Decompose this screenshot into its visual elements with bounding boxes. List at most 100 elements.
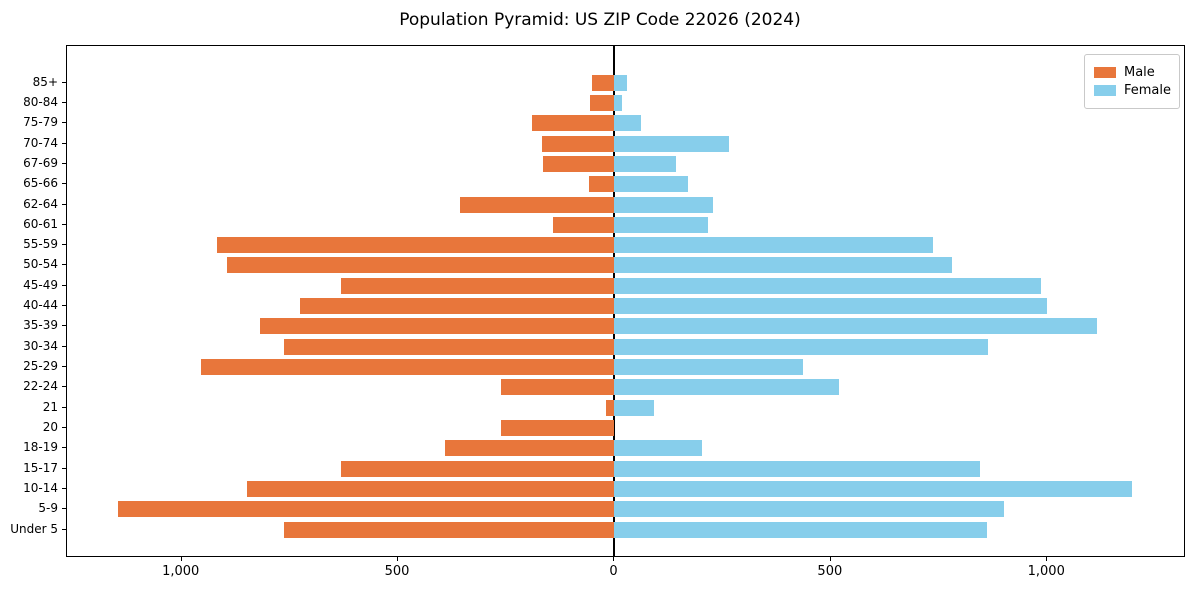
y-tick-label-Under 5: Under 5: [10, 521, 58, 536]
y-tick-label-20: 20: [42, 419, 58, 434]
female-bar-22-24: [614, 379, 839, 396]
female-bar-50-54: [614, 257, 953, 274]
female-bar-55-59: [614, 237, 934, 254]
y-tick-label-85+: 85+: [32, 74, 58, 89]
female-bar-45-49: [614, 277, 1041, 294]
y-tick-label-5-9: 5-9: [38, 501, 58, 516]
y-tick-mark-18-19: [62, 447, 66, 449]
y-tick-label-35-39: 35-39: [23, 318, 58, 333]
y-tick-label-30-34: 30-34: [23, 338, 58, 353]
y-tick-mark-75-79: [62, 122, 66, 124]
y-tick-mark-20: [62, 426, 66, 428]
y-tick-mark-5-9: [62, 508, 66, 510]
y-tick-mark-50-54: [62, 264, 66, 266]
male-bar-65-66: [589, 176, 615, 193]
male-bar-75-79: [532, 115, 615, 132]
x-tick-mark-500: [397, 557, 399, 561]
y-tick-mark-15-17: [62, 467, 66, 469]
legend-label-male: Male: [1124, 65, 1155, 80]
male-bar-25-29: [200, 359, 615, 376]
male-bar-50-54: [226, 257, 615, 274]
y-tick-mark-40-44: [62, 305, 66, 307]
female-bar-21: [614, 399, 655, 416]
y-tick-label-10-14: 10-14: [23, 480, 58, 495]
chart-title: Population Pyramid: US ZIP Code 22026 (2…: [399, 10, 801, 30]
female-bar-15-17: [614, 460, 981, 477]
female-bar-30-34: [614, 338, 988, 355]
y-tick-mark-21: [62, 406, 66, 408]
y-tick-mark-55-59: [62, 244, 66, 246]
female-bar-70-74: [614, 135, 730, 152]
y-tick-label-50-54: 50-54: [23, 257, 58, 272]
legend: Male Female: [1084, 54, 1180, 109]
x-tick-label-1,000: 1,000: [1027, 564, 1065, 579]
male-bar-5-9: [118, 501, 615, 518]
y-tick-label-67-69: 67-69: [23, 155, 58, 170]
female-bar-60-61: [614, 216, 709, 233]
y-tick-label-80-84: 80-84: [23, 95, 58, 109]
y-tick-label-55-59: 55-59: [23, 237, 58, 252]
y-tick-label-21: 21: [42, 399, 58, 414]
x-tick-label-500: 500: [817, 564, 843, 579]
male-bar-10-14: [246, 480, 615, 497]
legend-entry-male: Male: [1094, 65, 1169, 80]
male-bar-30-34: [284, 338, 615, 355]
female-bar-80-84: [614, 95, 623, 111]
female-bar-40-44: [614, 298, 1048, 315]
male-bar-21: [606, 399, 615, 416]
female-bar-Under 5: [614, 521, 987, 538]
y-tick-mark-70-74: [62, 142, 66, 144]
female-bar-18-19: [614, 440, 703, 457]
female-bar-62-64: [614, 196, 714, 213]
y-tick-label-15-17: 15-17: [23, 460, 58, 475]
y-tick-label-70-74: 70-74: [23, 135, 58, 150]
x-tick-mark-0: [613, 557, 615, 561]
male-bar-60-61: [553, 216, 615, 233]
female-bar-67-69: [614, 155, 676, 172]
x-tick-mark-1,000: [180, 557, 182, 561]
y-tick-label-45-49: 45-49: [23, 277, 58, 292]
female-bar-75-79: [614, 115, 642, 132]
y-tick-label-60-61: 60-61: [23, 216, 58, 231]
y-tick-label-40-44: 40-44: [23, 298, 58, 313]
y-tick-mark-22-24: [62, 386, 66, 388]
legend-entry-female: Female: [1094, 83, 1172, 98]
plot-area: Male Female: [66, 45, 1185, 557]
male-bar-20: [500, 419, 615, 436]
y-tick-mark-62-64: [62, 203, 66, 205]
female-bar-5-9: [614, 501, 1005, 518]
male-bar-55-59: [216, 237, 615, 254]
y-tick-mark-25-29: [62, 366, 66, 368]
y-tick-mark-65-66: [62, 183, 66, 185]
legend-label-female: Female: [1124, 83, 1172, 98]
y-tick-mark-45-49: [62, 284, 66, 286]
male-bar-22-24: [500, 379, 615, 396]
female-bar-65-66: [614, 176, 689, 193]
male-bar-85+: [591, 74, 615, 91]
y-tick-mark-80-84: [62, 102, 66, 103]
y-tick-label-75-79: 75-79: [23, 115, 58, 130]
male-bar-62-64: [459, 196, 615, 213]
male-bar-67-69: [542, 155, 615, 172]
x-tick-label-1,000: 1,000: [162, 564, 200, 579]
male-bar-15-17: [341, 460, 615, 477]
y-tick-label-18-19: 18-19: [23, 440, 58, 455]
male-bar-40-44: [300, 298, 615, 315]
male-bar-45-49: [341, 277, 615, 294]
x-tick-label-500: 500: [384, 564, 410, 579]
y-tick-mark-35-39: [62, 325, 66, 327]
y-tick-mark-85+: [62, 81, 66, 83]
female-swatch: [1094, 85, 1116, 96]
male-bar-70-74: [541, 135, 615, 152]
y-tick-mark-67-69: [62, 162, 66, 164]
male-bar-Under 5: [284, 521, 615, 538]
male-bar-80-84: [590, 95, 615, 111]
y-tick-mark-30-34: [62, 345, 66, 347]
female-bar-85+: [614, 74, 628, 91]
female-bar-35-39: [614, 318, 1098, 335]
y-tick-label-62-64: 62-64: [23, 196, 58, 211]
y-tick-label-22-24: 22-24: [23, 379, 58, 394]
male-swatch: [1094, 67, 1116, 78]
male-bar-35-39: [260, 318, 615, 335]
